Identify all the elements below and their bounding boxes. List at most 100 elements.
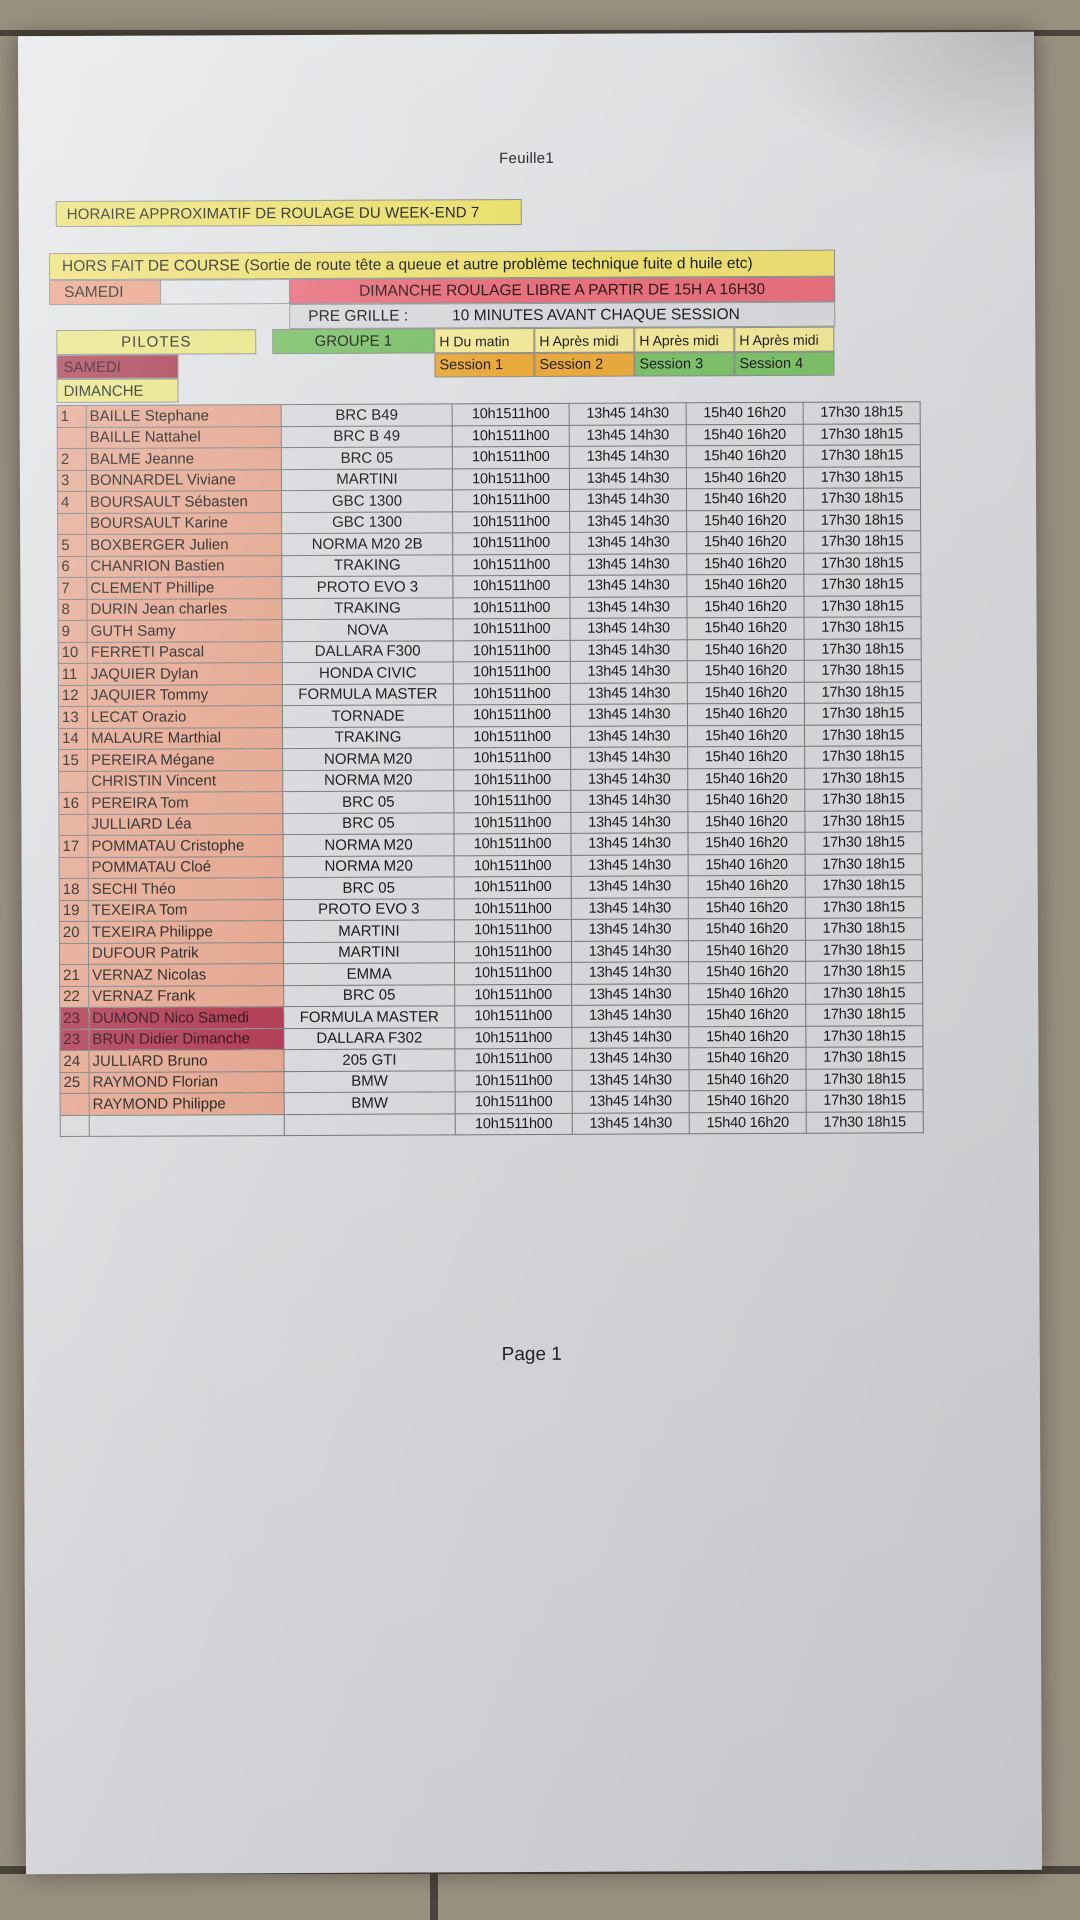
session-time-1: 10h1511h00 xyxy=(453,661,571,684)
pilot-name: CHANRION Bastien xyxy=(86,555,282,578)
pilot-number: 11 xyxy=(58,663,88,686)
session-time-4: 17h30 18h15 xyxy=(806,1068,924,1091)
pilot-number xyxy=(57,426,87,449)
session-time-4: 17h30 18h15 xyxy=(804,659,922,682)
pilot-car: NOVA xyxy=(282,618,454,642)
session-time-1: 10h1511h00 xyxy=(453,704,571,727)
header-session-2: Session 2 xyxy=(534,352,635,377)
pilot-car: NORMA M20 xyxy=(282,747,454,771)
session-time-4: 17h30 18h15 xyxy=(804,745,922,768)
pilot-car: BRC 05 xyxy=(283,876,455,900)
pilot-car: EMMA xyxy=(283,962,455,986)
header-session-1: Session 1 xyxy=(434,352,535,378)
header-pilotes: PILOTES xyxy=(56,329,257,356)
pilot-name: TEXEIRA Philippe xyxy=(88,920,284,943)
pilot-name: DUFOUR Patrik xyxy=(88,942,284,965)
floor-tile xyxy=(520,0,712,30)
session-time-4: 17h30 18h15 xyxy=(803,595,922,618)
pilot-number: 23 xyxy=(59,1028,89,1051)
session-time-4: 17h30 18h15 xyxy=(803,401,921,424)
session-time-3: 15h40 16h20 xyxy=(687,703,805,726)
session-time-1: 10h1511h00 xyxy=(453,682,571,705)
session-time-3: 15h40 16h20 xyxy=(687,681,805,704)
session-time-3: 15h40 16h20 xyxy=(687,746,805,769)
session-time-2: 13h45 14h30 xyxy=(569,553,687,576)
pilot-name: JULLIARD Bruno xyxy=(88,1049,285,1072)
session-time-2: 13h45 14h30 xyxy=(572,1069,690,1092)
legend-row: DIMANCHE xyxy=(56,376,870,404)
session-time-3: 15h40 16h20 xyxy=(686,466,804,489)
pilot-name: BOXBERGER Julien xyxy=(86,533,282,556)
pilot-car: TORNADE xyxy=(282,704,454,728)
session-time-2: 13h45 14h30 xyxy=(571,1047,690,1070)
pilot-name: POMMATAU Cristophe xyxy=(87,834,284,857)
session-time-3: 15h40 16h20 xyxy=(688,1047,807,1070)
session-time-3: 15h40 16h20 xyxy=(688,939,806,962)
pilot-car xyxy=(284,1113,456,1136)
session-time-2: 13h45 14h30 xyxy=(569,596,688,619)
sheet-tab-label: Feuille1 xyxy=(499,149,555,168)
spacer-cell xyxy=(49,304,289,330)
pilot-car: BRC 05 xyxy=(282,790,454,814)
pilot-name: JAQUIER Dylan xyxy=(87,662,283,685)
pilot-name: LECAT Orazio xyxy=(87,705,283,728)
session-time-2: 13h45 14h30 xyxy=(570,768,688,791)
session-time-3: 15h40 16h20 xyxy=(687,638,805,661)
session-time-1: 10h1511h00 xyxy=(452,489,570,512)
legend-samedi: SAMEDI xyxy=(56,354,179,380)
pilot-name: FERRETI Pascal xyxy=(87,641,283,664)
pilot-car: BRC 05 xyxy=(283,984,455,1007)
pilot-name: JULLIARD Léa xyxy=(87,813,283,836)
pilot-table: 1 BAILLE Stephane BRC B49 10h1511h00 13h45 1… xyxy=(57,401,924,1137)
session-time-2: 13h45 14h30 xyxy=(569,488,687,511)
pilot-number: 20 xyxy=(59,921,89,944)
session-time-1: 10h1511h00 xyxy=(452,467,570,490)
pilot-car: HONDA CIVIC xyxy=(282,661,454,685)
header-spacer xyxy=(256,329,273,355)
session-time-3: 15h40 16h20 xyxy=(686,552,804,575)
session-time-1: 10h1511h00 xyxy=(453,768,571,791)
pilot-car: MARTINI xyxy=(283,919,455,943)
session-time-3: 15h40 16h20 xyxy=(688,1025,806,1048)
session-time-3: 15h40 16h20 xyxy=(687,767,805,790)
pilot-car: DALLARA F300 xyxy=(282,640,454,663)
session-time-3: 15h40 16h20 xyxy=(687,810,805,833)
session-time-2: 13h45 14h30 xyxy=(571,983,689,1006)
session-time-2: 13h45 14h30 xyxy=(571,854,689,877)
session-time-1: 10h1511h00 xyxy=(454,983,572,1006)
session-time-1: 10h1511h00 xyxy=(453,747,571,770)
pilot-number: 17 xyxy=(58,835,89,858)
pilot-number xyxy=(60,1114,90,1137)
session-time-3: 15h40 16h20 xyxy=(688,982,806,1005)
legend-dimanche: DIMANCHE xyxy=(56,378,179,404)
session-time-3: 15h40 16h20 xyxy=(688,918,806,941)
session-time-1: 10h1511h00 xyxy=(452,403,570,426)
pilot-number: 18 xyxy=(59,878,89,901)
pre-grille-cell: PRE GRILLE : 10 MINUTES AVANT CHAQUE SES… xyxy=(289,301,836,330)
session-time-1: 10h1511h00 xyxy=(452,553,570,576)
pilot-number: 22 xyxy=(59,985,89,1008)
session-time-4: 17h30 18h15 xyxy=(803,423,921,446)
session-time-2: 13h45 14h30 xyxy=(570,832,689,855)
session-time-4: 17h30 18h15 xyxy=(804,681,922,704)
session-time-4: 17h30 18h15 xyxy=(803,444,921,467)
session-time-4: 17h30 18h15 xyxy=(803,509,921,532)
pilot-name: BALME Jeanne xyxy=(86,447,282,470)
session-time-3: 15h40 16h20 xyxy=(689,1090,807,1113)
pilot-number: 4 xyxy=(57,491,87,514)
pre-grille-row: PRE GRILLE : 10 MINUTES AVANT CHAQUE SES… xyxy=(49,301,836,330)
session-time-2: 13h45 14h30 xyxy=(569,424,687,447)
session-time-4: 17h30 18h15 xyxy=(805,982,923,1005)
pilot-name: RAYMOND Florian xyxy=(89,1071,285,1094)
header-time-3: H Après midi xyxy=(634,327,735,353)
pilot-name: DURIN Jean charles xyxy=(86,598,283,621)
spacer-cell xyxy=(161,279,290,305)
session-time-4: 17h30 18h15 xyxy=(803,466,921,489)
pilot-name: BAILLE Nattahel xyxy=(86,426,282,449)
session-time-3: 15h40 16h20 xyxy=(688,961,806,984)
pilot-car: PROTO EVO 3 xyxy=(283,898,455,921)
session-time-3: 15h40 16h20 xyxy=(689,1068,807,1091)
session-time-1: 10h1511h00 xyxy=(454,962,572,985)
pilot-car: BRC B 49 xyxy=(281,425,453,448)
header-time-4: H Après midi xyxy=(734,326,835,353)
